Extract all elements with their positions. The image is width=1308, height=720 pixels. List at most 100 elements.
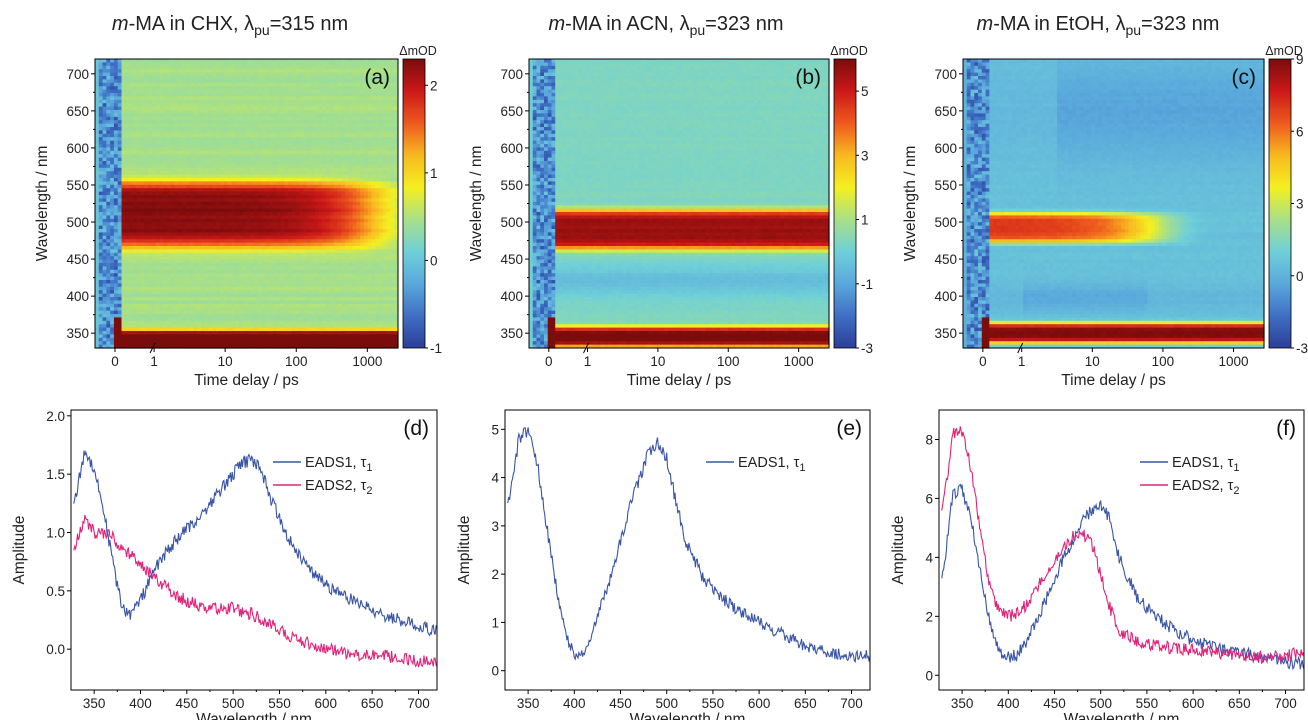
heatmap-cell — [95, 130, 99, 134]
heatmap-cell — [175, 249, 179, 253]
heatmap-cell — [182, 270, 186, 274]
heatmap-cell — [205, 304, 209, 308]
heatmap-cell — [152, 304, 156, 308]
heatmap-cell — [178, 287, 182, 291]
heatmap-cell — [95, 205, 99, 209]
heatmap-cell — [190, 171, 194, 175]
heatmap-cell — [118, 239, 122, 243]
heatmap-cell — [193, 321, 197, 325]
heatmap-cell — [163, 215, 167, 219]
heatmap-cell — [99, 253, 103, 257]
heatmap-cell — [152, 147, 156, 151]
heatmap-cell — [103, 270, 107, 274]
heatmap-cell — [144, 188, 148, 192]
heatmap-cell — [110, 154, 114, 158]
heatmap-cell — [159, 215, 163, 219]
heatmap-cell — [103, 239, 107, 243]
heatmap-cell — [171, 147, 175, 151]
heatmap-cell — [167, 304, 171, 308]
heatmap-cell — [178, 304, 182, 308]
heatmap-cell — [144, 181, 148, 185]
heatmap-cell — [163, 338, 167, 342]
heatmap-cell — [106, 270, 110, 274]
heatmap-cell — [103, 321, 107, 325]
heatmap-cell — [159, 137, 163, 141]
heatmap-cell — [103, 164, 107, 168]
heatmap-cell — [205, 253, 209, 257]
heatmap-cell — [156, 222, 160, 226]
heatmap-cell — [103, 287, 107, 291]
heatmap-cell — [156, 215, 160, 219]
heatmap-cell — [197, 338, 201, 342]
heatmap-cell — [193, 304, 197, 308]
heatmap-cell — [186, 287, 190, 291]
heatmap-cell — [106, 338, 110, 342]
heatmap-cell — [148, 171, 152, 175]
heatmap-cell — [103, 181, 107, 185]
heatmap-cell — [182, 188, 186, 192]
heatmap-cell — [152, 287, 156, 291]
heatmap-cell — [152, 338, 156, 342]
heatmap-cell — [118, 338, 122, 342]
heatmap-cell — [99, 130, 103, 134]
heatmap-cell — [167, 253, 171, 257]
heatmap-cell — [209, 171, 213, 175]
heatmap-cell — [99, 232, 103, 236]
heatmap-cell — [140, 154, 144, 158]
heatmap-cell — [114, 270, 118, 274]
heatmap-cell — [159, 188, 163, 192]
heatmap-cell — [205, 232, 209, 236]
heatmap-cell — [133, 304, 137, 308]
heatmap-cell — [129, 270, 133, 274]
heatmap-cell — [114, 154, 118, 158]
heatmap-cell — [159, 181, 163, 185]
heatmap-cell — [201, 239, 205, 243]
heatmap-cell — [148, 154, 152, 158]
heatmap-cell — [205, 222, 209, 226]
heatmap-cell — [186, 304, 190, 308]
heatmap-cell — [103, 304, 107, 308]
heatmap-cell — [144, 321, 148, 325]
heatmap-cell — [197, 188, 201, 192]
heatmap-cell — [167, 205, 171, 209]
heatmap-cell — [137, 239, 141, 243]
heatmap-cell — [110, 232, 114, 236]
heatmap-cell — [167, 222, 171, 226]
heatmap-cell — [125, 304, 129, 308]
heatmap-cell — [129, 304, 133, 308]
heatmap-cell — [144, 137, 148, 141]
heatmap-cell — [137, 137, 141, 141]
heatmap-cell — [99, 304, 103, 308]
heatmap-cell — [152, 164, 156, 168]
heatmap-cell — [140, 205, 144, 209]
heatmap-cell — [197, 222, 201, 226]
heatmap-cell — [212, 147, 216, 151]
heatmap-cell — [148, 239, 152, 243]
heatmap-cell — [99, 249, 103, 253]
heatmap-cell — [148, 188, 152, 192]
heatmap-cell — [144, 249, 148, 253]
heatmap-cell — [148, 215, 152, 219]
heatmap-cell — [190, 137, 194, 141]
heatmap-cell — [140, 232, 144, 236]
heatmap-cell — [152, 253, 156, 257]
heatmap-cell — [125, 188, 129, 192]
heatmap-cell — [182, 205, 186, 209]
heatmap-cell — [106, 137, 110, 141]
heatmap-cell — [103, 130, 107, 134]
heatmap-cell — [118, 147, 122, 151]
heatmap-cell — [209, 198, 213, 202]
heatmap-cell — [197, 249, 201, 253]
heatmap-cell — [125, 181, 129, 185]
heatmap-cell — [193, 137, 197, 141]
heatmap-cell — [99, 188, 103, 192]
heatmap-cell — [129, 137, 133, 141]
heatmap-cell — [140, 130, 144, 134]
heatmap-cell — [122, 198, 126, 202]
heatmap-cell — [201, 304, 205, 308]
heatmap-cell — [122, 130, 126, 134]
heatmap-cell — [133, 130, 137, 134]
heatmap-cell — [140, 171, 144, 175]
heatmap-cell — [201, 154, 205, 158]
heatmap-cell — [159, 198, 163, 202]
